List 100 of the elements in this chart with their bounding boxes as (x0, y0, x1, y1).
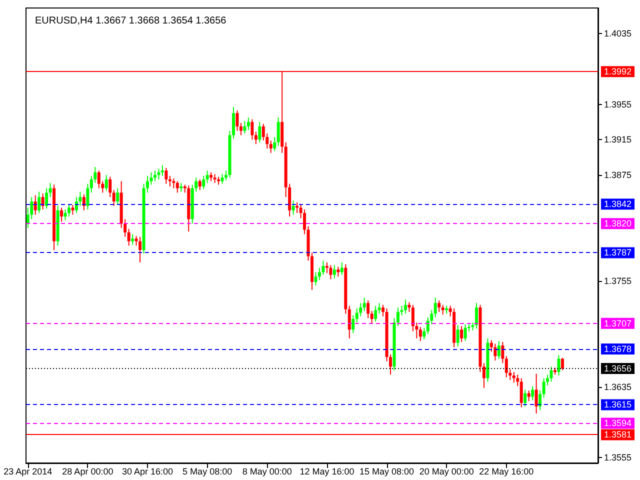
x-tick-label: 23 Apr 2014 (4, 466, 52, 476)
candlestick (220, 174, 224, 184)
x-tick-label: 30 Apr 16:00 (122, 466, 174, 476)
y-tick-label: 1.3875 (604, 170, 632, 180)
candlestick (542, 378, 546, 398)
candlestick (250, 118, 254, 140)
candlestick (303, 208, 306, 235)
candlestick (512, 372, 516, 384)
candlestick (534, 373, 538, 414)
candlestick (131, 234, 134, 246)
candlestick (97, 170, 100, 189)
candlestick (67, 204, 70, 218)
candlestick (378, 302, 381, 314)
candlestick (482, 362, 486, 388)
ref-line-label: 1.3581 (604, 430, 632, 440)
x-tick-label: 12 May 16:00 (300, 466, 354, 476)
candlestick (198, 178, 202, 190)
ref-line-label: 1.3678 (604, 344, 632, 354)
candlestick (332, 264, 336, 279)
y-tick-label: 1.3915 (604, 134, 632, 145)
candlestick (314, 272, 318, 286)
candlestick (292, 200, 295, 216)
candlestick (527, 390, 530, 402)
candlestick (236, 110, 239, 132)
candlestick (254, 131, 258, 145)
candlestick (108, 176, 112, 198)
candlestick (157, 168, 160, 180)
candlestick (127, 228, 130, 246)
candlestick (370, 310, 374, 324)
candlestick (474, 302, 478, 330)
ref-line-label: 1.3656 (604, 363, 632, 374)
candlestick (382, 304, 385, 317)
candlestick (104, 174, 108, 192)
y-tick-label: 1.3755 (604, 276, 632, 286)
candlestick (71, 204, 74, 216)
candlestick (329, 264, 332, 280)
candlestick (418, 326, 422, 342)
candlestick (550, 366, 553, 382)
candlestick (404, 299, 407, 314)
candlestick (202, 175, 206, 190)
candlestick (116, 188, 120, 205)
x-tick-label: 20 May 00:00 (419, 466, 474, 476)
candlestick (366, 300, 370, 319)
candlestick (460, 326, 464, 342)
candlestick (64, 208, 67, 221)
candlestick (557, 354, 560, 376)
candlestick (340, 262, 344, 276)
candlestick (438, 300, 441, 312)
y-tick-label: 1.3635 (604, 382, 632, 392)
candlestick (41, 193, 44, 210)
candlestick (408, 302, 411, 312)
candlestick (224, 170, 228, 181)
candlestick (172, 178, 176, 189)
candlestick (494, 343, 497, 362)
candlestick (336, 266, 340, 278)
candlestick (504, 356, 508, 378)
candlestick (524, 389, 527, 407)
candlestick (269, 140, 272, 154)
ref-line-label: 1.3707 (604, 318, 632, 328)
ref-line-label: 1.3787 (604, 248, 632, 258)
candlestick (160, 164, 164, 176)
candlestick (138, 236, 142, 263)
candlestick (239, 122, 242, 136)
candlestick (501, 341, 504, 364)
candlestick (206, 170, 209, 184)
ref-line-label: 1.3594 (604, 418, 632, 428)
text: EURUSD,H4 1.3667 1.3668 1.3654 1.3656 (35, 16, 227, 26)
candlestick (422, 327, 426, 340)
candlestick (45, 188, 48, 210)
candlestick (456, 324, 460, 347)
candlestick (60, 207, 64, 222)
x-tick-label: 28 Apr 00:00 (62, 466, 114, 476)
candlestick (246, 117, 250, 130)
x-tick-label: 5 May 08:00 (182, 466, 232, 476)
candlestick (153, 170, 156, 182)
candlestick (112, 190, 116, 206)
ref-line-label: 1.3992 (604, 66, 632, 77)
candlestick (516, 374, 520, 387)
candlestick (352, 314, 355, 334)
ref-line-label: 1.3820 (604, 218, 632, 229)
x-tick-label: 22 May 16:00 (479, 466, 534, 476)
y-tick-label: 1.3555 (604, 452, 632, 463)
candlestick (434, 297, 437, 318)
candlestick (531, 386, 534, 401)
candlestick (538, 390, 542, 410)
candlestick (82, 194, 86, 211)
candlestick (396, 307, 400, 327)
candlestick (441, 304, 444, 316)
ref-line-label: 1.3842 (604, 199, 632, 210)
candlestick (243, 120, 246, 134)
candlestick (176, 180, 179, 194)
candlestick (560, 357, 564, 371)
candlestick (38, 191, 41, 214)
ref-line-label: 1.3615 (604, 400, 632, 410)
candlestick (273, 136, 276, 152)
candlestick (164, 167, 168, 184)
candlestick (258, 121, 262, 143)
candlestick (374, 305, 378, 322)
candlestick (86, 183, 90, 210)
candlestick (362, 297, 366, 312)
